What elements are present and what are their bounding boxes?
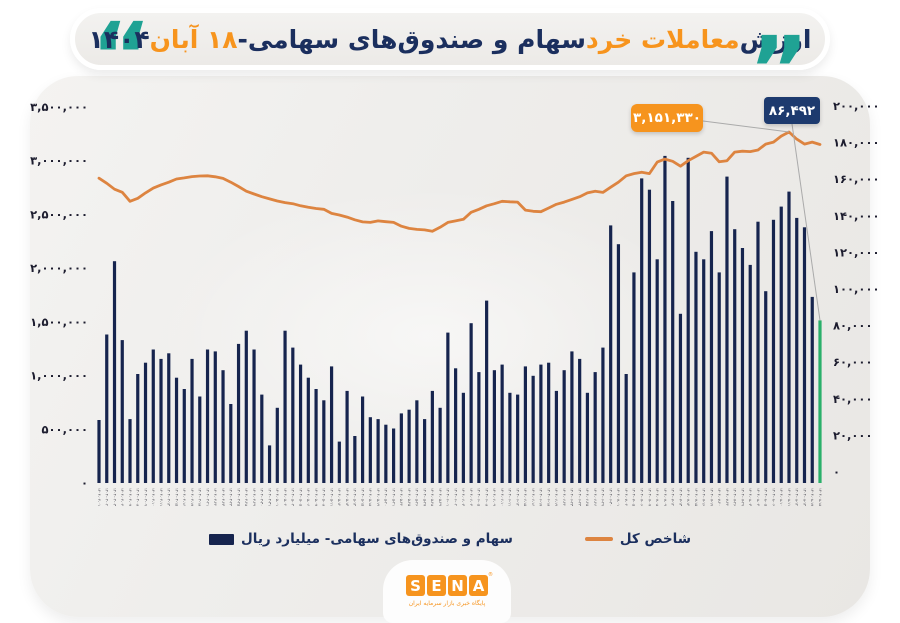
legend-item-bars: سهام و صندوق‌های سهامی- میلیارد ریال — [209, 531, 513, 547]
legend-label-index: شاخص کل — [619, 531, 691, 547]
trade-value-callout: ۸۶,۴۹۲ — [764, 97, 820, 124]
sena-logo: S E N A — [383, 575, 511, 596]
title-segment: سهام و صندوق‌های سهامی- — [237, 24, 586, 54]
title-segment: ارزش — [739, 24, 812, 54]
legend-item-index: شاخص کل — [584, 531, 691, 547]
title-segment: ۱۴۰۴ — [88, 24, 150, 54]
header-pill: “ ارزش معاملات خرد سهام و صندوق‌های سهام… — [70, 8, 830, 117]
index-value-callout: ۳,۱۵۱,۳۳۰ — [631, 104, 703, 132]
card-sheen — [150, 186, 710, 486]
logo-letter-tile: S — [406, 575, 425, 596]
registered-mark: ® — [488, 572, 493, 578]
bar-swatch-icon — [209, 533, 235, 545]
logo-letter-tile: A — [469, 575, 488, 596]
chart-legend: شاخص کل سهام و صندوق‌های سهامی- میلیارد … — [0, 531, 900, 547]
line-swatch-icon — [584, 537, 613, 541]
page-title: ارزش معاملات خرد سهام و صندوق‌های سهامی-… — [75, 13, 825, 65]
logo-letter-tile: E — [427, 575, 446, 596]
title-segment: معاملات خرد — [585, 24, 740, 54]
footer-notch: S E N A ® پایگاه خبری بازار سرمایه ایران — [383, 560, 511, 623]
legend-label-bars: سهام و صندوق‌های سهامی- میلیارد ریال — [241, 531, 513, 547]
logo-letter-tile: N — [448, 575, 467, 596]
sena-tagline: پایگاه خبری بازار سرمایه ایران — [408, 600, 486, 607]
title-segment: ۱۸ آبان — [149, 24, 238, 54]
